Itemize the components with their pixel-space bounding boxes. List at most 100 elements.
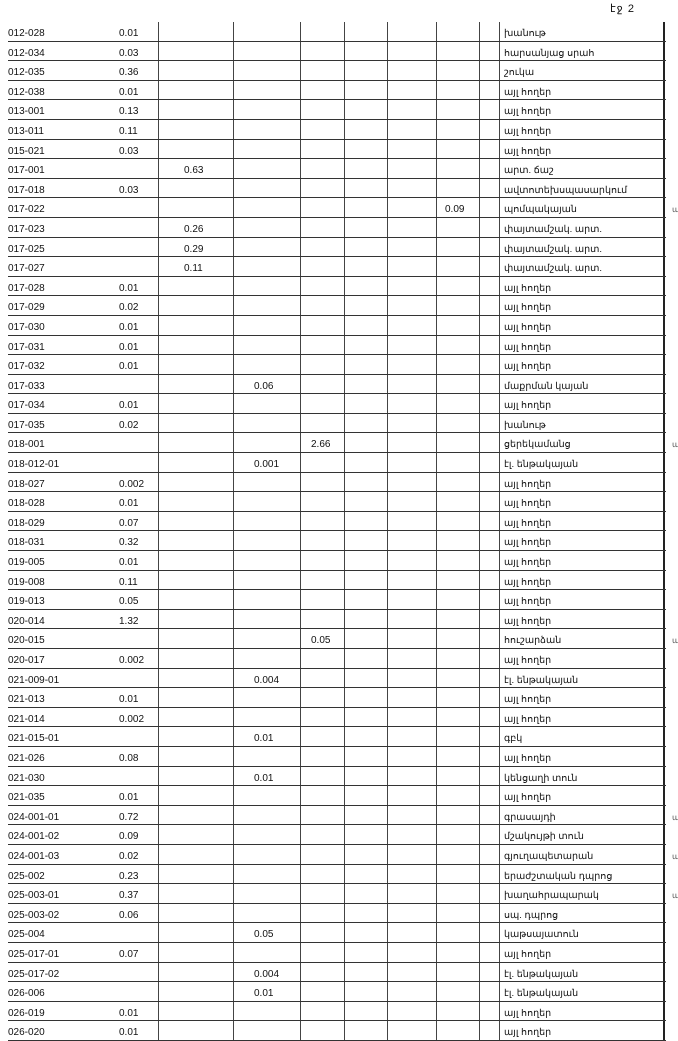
empty-cell [345, 472, 388, 492]
land-use: այլ հողեր [500, 492, 665, 511]
empty-cell [480, 923, 500, 942]
land-use: էլ. ենթակայան [500, 668, 665, 688]
empty-cell [437, 864, 480, 884]
empty-cell [437, 786, 480, 805]
empty-cell [437, 609, 480, 629]
empty-cell [480, 982, 500, 1001]
area-value: 0.13 [111, 100, 159, 119]
parcel-id: 020-017 [8, 655, 45, 666]
land-use: փայտամշակ. արտ. [500, 237, 665, 257]
empty-cell [234, 707, 301, 727]
land-use: այլ հողեր [500, 80, 665, 100]
empty-cell [159, 942, 234, 962]
empty-cell [234, 609, 301, 629]
empty-cell [437, 159, 480, 178]
empty-cell [234, 41, 301, 61]
empty-cell [437, 413, 480, 433]
empty-cell [159, 374, 234, 394]
empty-cell [234, 100, 301, 119]
table-row: 018-031 0.32 այլ հողեր [8, 531, 666, 552]
empty-cell [301, 374, 345, 394]
parcel-id: 017-027 [8, 263, 45, 275]
empty-cell [345, 1021, 388, 1040]
empty-cell [480, 844, 500, 864]
table-row: 025-003-02 0.06 սպ. դպրոց [8, 903, 666, 924]
parcel-id: 019-005 [8, 557, 45, 569]
empty-cell [301, 511, 345, 531]
empty-cell [234, 119, 301, 139]
empty-cell [301, 159, 345, 178]
land-use: այլ հողեր [500, 688, 665, 707]
empty-cell [437, 492, 480, 511]
empty-cell [159, 139, 234, 159]
table-row: 020-015 0.05 հուշարձան պմ [8, 629, 678, 649]
parcel-id: 017-025 [8, 243, 45, 255]
empty-cell [234, 590, 301, 609]
empty-cell [437, 707, 480, 727]
table-row: 017-032 0.01 այլ հողեր [8, 355, 666, 375]
area-value: 0.01 [234, 727, 301, 746]
parcel-id: 017-033 [8, 380, 45, 392]
empty-cell [388, 825, 437, 844]
empty-cell [437, 315, 480, 335]
table-row: 024-001-01 0.72 գրասայդի պմ [8, 805, 678, 826]
area-value: 0.23 [111, 864, 159, 884]
area-value: 0.01 [111, 1021, 159, 1040]
empty-cell [301, 923, 345, 942]
empty-cell [345, 296, 388, 315]
table-row: 017-001 0.63 արտ. ճաշ [8, 159, 666, 179]
empty-cell [480, 825, 500, 844]
empty-cell [111, 962, 159, 982]
empty-cell [301, 609, 345, 629]
land-use: հուշարձան [500, 629, 665, 648]
empty-cell [480, 746, 500, 766]
empty-cell [234, 433, 301, 453]
empty-cell [345, 100, 388, 119]
parcel-id: 024-001-02 [8, 831, 60, 843]
empty-cell [234, 844, 301, 864]
empty-cell [437, 531, 480, 551]
parcel-id: 026-019 [8, 1007, 45, 1019]
empty-cell [301, 257, 345, 276]
empty-cell [480, 453, 500, 472]
empty-cell [480, 257, 500, 276]
area-value: 0.06 [234, 374, 301, 394]
empty-cell [345, 511, 388, 531]
empty-cell [480, 178, 500, 198]
empty-cell [345, 688, 388, 707]
empty-cell [388, 355, 437, 374]
empty-cell [159, 649, 234, 668]
land-use: գրասայդի [500, 805, 665, 825]
empty-cell [437, 511, 480, 531]
empty-cell [388, 217, 437, 237]
empty-cell [437, 61, 480, 80]
empty-cell [234, 22, 301, 41]
area-value: 0.01 [111, 80, 159, 100]
empty-cell [301, 707, 345, 727]
empty-cell [234, 629, 301, 648]
area-value: 0.02 [111, 413, 159, 433]
empty-cell [388, 1001, 437, 1021]
empty-cell [301, 472, 345, 492]
empty-cell [388, 668, 437, 688]
empty-cell [234, 825, 301, 844]
parcel-id: 026-020 [8, 1027, 45, 1039]
empty-cell [159, 453, 234, 472]
empty-cell [388, 511, 437, 531]
empty-cell [345, 590, 388, 609]
table-row: 021-014 0.002 այլ հողեր [8, 707, 666, 728]
empty-cell [480, 668, 500, 688]
empty-cell [234, 178, 301, 198]
empty-cell [388, 178, 437, 198]
empty-cell [234, 1021, 301, 1040]
area-value: 0.01 [111, 355, 159, 374]
empty-cell [345, 766, 388, 786]
empty-cell [159, 727, 234, 746]
area-value: 0.36 [111, 61, 159, 80]
land-use: այլ հողեր [500, 590, 665, 609]
parcel-id: 021-009-01 [8, 674, 60, 686]
empty-cell [345, 217, 388, 237]
parcel-id: 017-031 [8, 341, 45, 353]
empty-cell [345, 453, 388, 472]
table-row: 021-026 0.08 այլ հողեր [8, 746, 666, 767]
